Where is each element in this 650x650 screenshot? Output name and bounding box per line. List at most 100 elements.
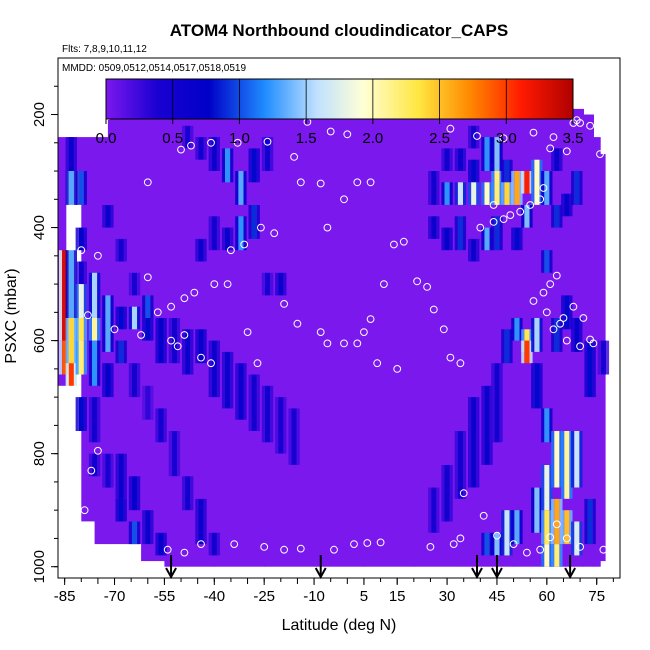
heatmap-cell-fade xyxy=(97,453,101,477)
heatmap-cell xyxy=(278,272,284,296)
colorbar-tick-label: 1.0 xyxy=(229,130,250,147)
heatmap-cell-fade xyxy=(491,216,495,251)
heatmap-cell-fade xyxy=(549,465,553,511)
heatmap-cell xyxy=(524,329,530,352)
heatmap-cell-fade xyxy=(549,408,553,443)
x-tick-label: -85 xyxy=(54,588,76,605)
heatmap-cell-fade xyxy=(83,261,87,285)
heatmap-cell-fade xyxy=(221,227,225,251)
heatmap-cell xyxy=(158,532,164,556)
flight-point xyxy=(84,311,92,320)
heatmap-cell-fade xyxy=(283,272,287,296)
heatmap-cell-fade xyxy=(476,238,480,262)
heatmap-cell-fade xyxy=(463,431,467,499)
heatmap-cell-fade xyxy=(137,363,141,398)
heatmap-base-segment xyxy=(314,108,365,567)
heatmap-cell-fade xyxy=(606,340,610,375)
heatmap-cell xyxy=(431,487,437,533)
heatmap-cell-fade xyxy=(216,532,220,556)
plot-area xyxy=(58,105,614,567)
heatmap-cell-fade xyxy=(463,182,467,205)
heatmap-cell-fade xyxy=(529,171,533,194)
heatmap-cell-fade xyxy=(75,340,79,375)
x-tick-label: 60 xyxy=(538,588,555,605)
heatmap-cell-fade xyxy=(436,216,440,239)
heatmap-cell xyxy=(484,137,490,171)
flight-point xyxy=(360,328,368,337)
heatmap-cell-fade xyxy=(531,159,535,205)
heatmap-cell-fade xyxy=(428,487,432,533)
heatmap-cell xyxy=(544,465,550,511)
heatmap-cell xyxy=(554,498,560,545)
heatmap-cell-fade xyxy=(128,521,132,545)
heatmap-cell-fade xyxy=(97,340,101,386)
heatmap-cell-fade xyxy=(491,363,495,443)
colorbar-tick-label: 1.5 xyxy=(296,130,317,147)
heatmap-cell-fade xyxy=(248,148,252,183)
flight-point xyxy=(529,128,538,137)
heatmap-cell-fade xyxy=(539,363,543,409)
heatmap-cell-fade xyxy=(115,453,119,499)
heatmap-cell-fade xyxy=(195,238,199,262)
heatmap-cell-fade xyxy=(549,250,553,273)
heatmap-cell-fade xyxy=(102,453,106,488)
heatmap-cell-fade xyxy=(511,510,515,545)
heatmap-cell-fade xyxy=(177,431,181,477)
heatmap-cell-fade xyxy=(551,544,555,567)
flights-label: Flts: 7,8,9,10,11,12 xyxy=(62,44,147,55)
flight-point xyxy=(489,218,498,226)
heatmap-cell xyxy=(68,318,74,364)
heatmap-cell-fade xyxy=(216,137,220,171)
heatmap-cell-fade xyxy=(83,284,87,318)
heatmap-cell-fade xyxy=(65,318,69,364)
flight-point xyxy=(263,137,272,146)
heatmap-cell-fade xyxy=(190,125,194,149)
heatmap-cell xyxy=(62,250,68,341)
heatmap-cell xyxy=(431,216,437,239)
heatmap-cell-fade xyxy=(83,171,87,205)
x-tick-label: 5 xyxy=(360,588,368,605)
heatmap-base-segment xyxy=(593,137,601,567)
heatmap-cell xyxy=(587,498,593,545)
heatmap-cell xyxy=(145,385,151,420)
heatmap-cell xyxy=(211,532,217,556)
x-tick-label: -55 xyxy=(154,588,176,605)
flight-point xyxy=(167,302,176,311)
colorbar-tick-label: 0.0 xyxy=(96,130,117,147)
arrow-head xyxy=(564,567,576,580)
heatmap-cell-fade xyxy=(519,510,523,545)
heatmap-base-segment xyxy=(94,137,109,545)
heatmap-cell xyxy=(554,318,560,352)
heatmap-cell xyxy=(544,544,550,567)
heatmap-cell xyxy=(574,431,580,488)
colorbar-tick-label: 0.5 xyxy=(162,130,183,147)
flight-point xyxy=(529,297,538,305)
heatmap-cell xyxy=(238,216,244,251)
x-tick-label: -25 xyxy=(253,588,275,605)
heatmap-cell-fade xyxy=(195,498,199,545)
heatmap-cell xyxy=(494,216,500,251)
heatmap-cell xyxy=(534,363,540,409)
heatmap-cell-fade xyxy=(489,182,493,205)
heatmap-cell-fade xyxy=(177,318,181,364)
heatmap-cell-fade xyxy=(541,510,545,545)
flight-point xyxy=(67,540,76,548)
flight-point xyxy=(94,113,102,122)
heatmap-cell-fade xyxy=(428,171,432,205)
heatmap-cell-fade xyxy=(110,295,114,318)
heatmap-cell-fade xyxy=(75,261,79,285)
flight-point xyxy=(280,545,289,554)
heatmap-cell-fade xyxy=(243,363,247,420)
heatmap-cell xyxy=(457,148,463,171)
plot-frame xyxy=(57,57,621,579)
heatmap-cell-fade xyxy=(454,431,458,499)
heatmap-cell-fade xyxy=(155,318,159,364)
heatmap-cell-fade xyxy=(102,295,106,318)
heatmap-cell xyxy=(444,148,450,171)
flight-point xyxy=(542,308,551,317)
heatmap-cell xyxy=(544,408,550,443)
heatmap-cell-fade xyxy=(559,318,563,352)
heatmap-cell-fade xyxy=(155,408,159,443)
heatmap-cell-fade xyxy=(501,182,505,205)
flight-point xyxy=(509,540,518,548)
